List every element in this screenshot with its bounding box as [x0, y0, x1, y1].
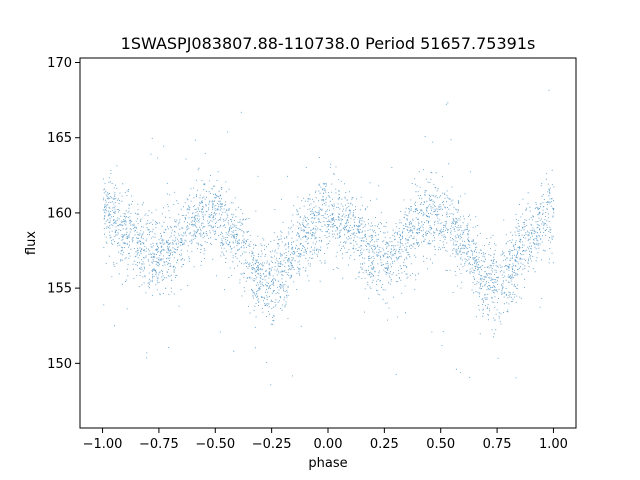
y-tick-label: 160 — [47, 206, 72, 221]
x-tick-label: −0.50 — [195, 437, 235, 452]
x-tick-label: −0.25 — [252, 437, 292, 452]
y-tick-label: 155 — [47, 282, 72, 297]
x-tick-label: 0.50 — [426, 437, 455, 452]
x-axis-label: phase — [308, 456, 347, 471]
y-tick-label: 170 — [47, 56, 72, 71]
chart-title: 1SWASPJ083807.88-110738.0 Period 51657.7… — [121, 34, 536, 53]
x-tick-label: 0.25 — [370, 437, 399, 452]
x-tick-label: −0.75 — [139, 437, 179, 452]
y-tick-label: 150 — [47, 357, 72, 372]
x-tick-label: 1.00 — [539, 437, 568, 452]
x-tick-label: 0.00 — [314, 437, 343, 452]
y-axis-label: flux — [24, 231, 39, 255]
x-tick-label: −1.00 — [83, 437, 123, 452]
y-tick-label: 165 — [47, 131, 72, 146]
x-tick-label: 0.75 — [483, 437, 512, 452]
